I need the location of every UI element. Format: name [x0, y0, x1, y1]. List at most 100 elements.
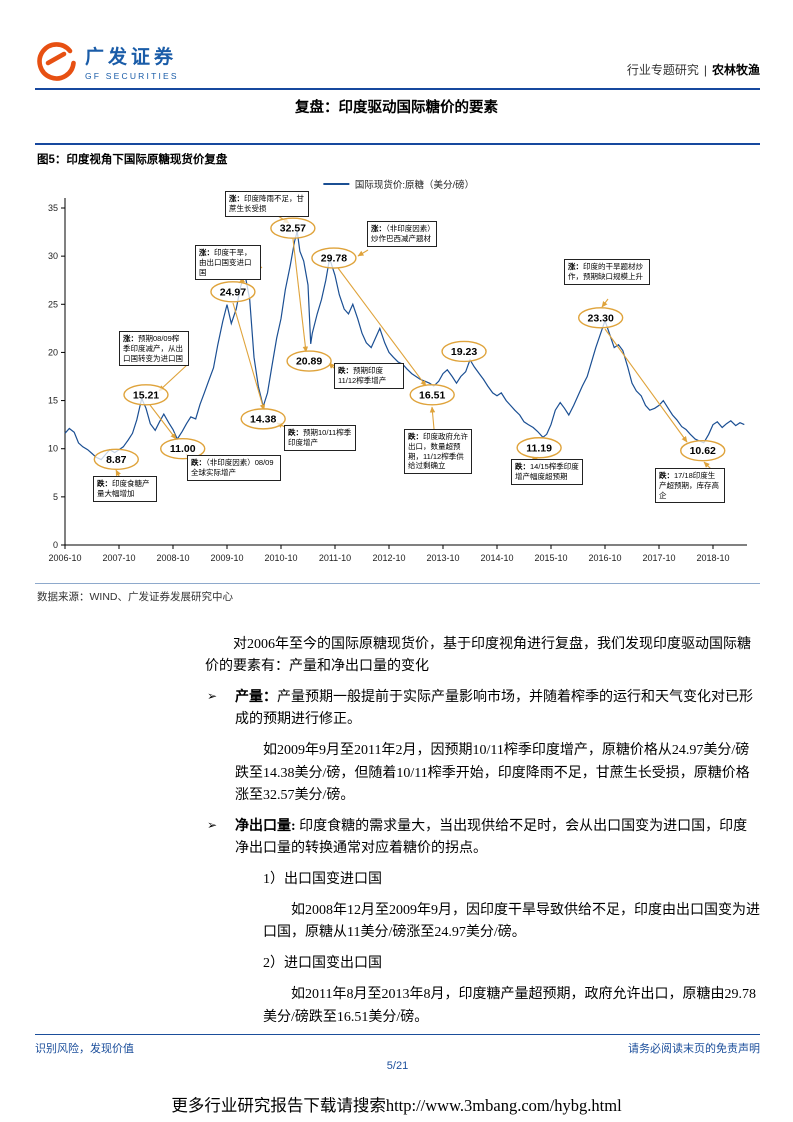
case-1-detail: 如2008年12月至2009年9月，因印度干旱导致供给不足，印度由出口国变为进口…: [263, 903, 760, 941]
download-promo-text: 更多行业研究报告下载请搜索http://www.3mbang.com/hybg.…: [171, 1096, 622, 1115]
svg-text:32.57: 32.57: [280, 223, 306, 235]
brand-name: 广发证券: [85, 46, 178, 68]
svg-text:15: 15: [48, 396, 58, 406]
figure-source: 数据来源：WIND、广发证券发展研究中心: [35, 583, 760, 604]
value-callout: 11.00: [160, 438, 206, 460]
footer-right: 请务必阅读末页的免责声明: [628, 1043, 760, 1055]
svg-text:20: 20: [48, 347, 58, 357]
bullet-lead: 净出口量:: [235, 818, 296, 834]
value-callout: 29.78: [311, 247, 357, 269]
svg-text:10: 10: [48, 444, 58, 454]
svg-text:2018-10: 2018-10: [696, 553, 729, 563]
page-footer: 识别风险，发现价值 请务必阅读末页的免责声明 5/21: [35, 1034, 760, 1072]
svg-text:14.38: 14.38: [250, 413, 276, 425]
brand-name-en: GF SECURITIES: [85, 70, 179, 81]
legend-line-sample: [322, 183, 349, 185]
chart-note: 跌：预期印度11/12榨季增产: [334, 363, 404, 389]
bullet-marker: ➢: [207, 689, 218, 704]
page-title: 复盘：印度驱动国际糖价的要素: [295, 100, 498, 116]
page-number: 5/21: [386, 1060, 409, 1072]
case-1-label: 出口国变进口国: [284, 871, 382, 887]
svg-text:2011-10: 2011-10: [319, 553, 351, 563]
figure-block: 图5：印度视角下国际原糖现货价复盘 0 5 10 15 20 25 30 35 2006-10 2…: [35, 143, 760, 604]
svg-text:8.87: 8.87: [106, 454, 127, 466]
value-callout: 32.57: [270, 217, 316, 239]
bullet-net-export: ➢ 净出口量: 印度食糖的需求量大，当出现供给不足时，会从出口国变为进口国，印度…: [205, 816, 760, 860]
svg-text:5: 5: [53, 492, 58, 502]
header-rule: [35, 88, 760, 90]
svg-text:2009-10: 2009-10: [210, 553, 243, 563]
bullet-production: ➢ 产量：产量预期一般提前于实际产量影响市场，并随着榨季的运行和天气变化对已形成…: [205, 687, 760, 731]
svg-text:0: 0: [53, 540, 58, 550]
svg-text:19.23: 19.23: [451, 346, 477, 358]
svg-text:2010-10: 2010-10: [264, 553, 297, 563]
footer-left: 识别风险，发现价值: [35, 1043, 134, 1055]
svg-text:29.78: 29.78: [321, 253, 347, 265]
value-callout: 24.97: [210, 281, 256, 303]
svg-text:2006-10: 2006-10: [48, 553, 81, 563]
svg-text:2013-10: 2013-10: [426, 553, 459, 563]
svg-text:2012-10: 2012-10: [372, 553, 405, 563]
chart-note: 涨：印度降雨不足，甘蔗生长受损: [225, 191, 309, 217]
svg-text:25: 25: [48, 299, 58, 309]
chart-note: 涨：印度的干旱题材炒作，预期缺口规模上升: [564, 259, 650, 285]
svg-text:20.89: 20.89: [296, 356, 322, 368]
svg-text:15.21: 15.21: [133, 389, 159, 401]
svg-text:2015-10: 2015-10: [534, 553, 567, 563]
svg-text:2008-10: 2008-10: [156, 553, 189, 563]
svg-text:35: 35: [48, 203, 58, 213]
svg-text:30: 30: [48, 251, 58, 261]
bullet-marker: ➢: [207, 817, 218, 832]
value-callout: 16.51: [409, 384, 455, 406]
header-separator: |: [703, 63, 707, 77]
body-intro: 对2006年至今的国际原糖现货价，基于印度视角进行复盘，我们发现印度驱动国际糖价…: [205, 637, 751, 675]
case-2-title: 2）进口国变出口国: [263, 953, 760, 975]
svg-text:10.62: 10.62: [690, 445, 716, 457]
sugar-price-chart: 0 5 10 15 20 25 30 35 2006-10 2007-10 2008-10 2009-…: [35, 171, 762, 571]
chart-note: 跌：（非印度因素）08/09全球实际增产: [187, 455, 281, 481]
svg-text:24.97: 24.97: [220, 286, 246, 298]
case-1-title: 1）出口国变进口国: [263, 869, 760, 891]
brand-logo: 广发证券 GF SECURITIES: [35, 40, 179, 82]
value-callout: 11.19: [516, 437, 562, 459]
chart-note: 跌：预期10/11榨季印度增产: [284, 425, 356, 451]
case-2-detail: 如2011年8月至2013年8月，印度糖产量超预期，政府允许出口，原糖由29.7…: [263, 987, 756, 1025]
case-1-no: 1）: [263, 871, 284, 887]
svg-text:16.51: 16.51: [419, 389, 445, 401]
svg-text:11.19: 11.19: [526, 442, 552, 454]
chart-note: 跌：14/15榨季印度增产幅度超预期: [511, 459, 583, 485]
figure-caption: 图5：印度视角下国际原糖现货价复盘: [35, 143, 760, 171]
svg-text:2017-10: 2017-10: [642, 553, 675, 563]
svg-text:2007-10: 2007-10: [102, 553, 135, 563]
chart-note: 涨：预期08/09榨季印度减产，从出口国转变为进口国: [119, 331, 189, 367]
chart-note: 涨：印度干旱，由出口国变进口国: [195, 245, 261, 281]
value-callout: 15.21: [123, 384, 169, 406]
chart-legend: 国际现货价:原糖（美分/磅）: [322, 177, 475, 191]
value-callout: 23.30: [577, 307, 624, 329]
case-2-label: 进口国变出口国: [284, 956, 382, 972]
svg-text:2016-10: 2016-10: [588, 553, 621, 563]
bullet-text: 印度食糖的需求量大，当出现供给不足时，会从出口国变为进口国，印度净出口量的转换通…: [235, 818, 748, 856]
chart-note: 涨：（非印度因素）炒作巴西减产题材: [367, 221, 437, 247]
chart-note: 跌：17/18印度生产超预期，库存高企: [655, 468, 725, 504]
case-2-no: 2）: [263, 956, 284, 972]
svg-text:11.00: 11.00: [170, 443, 196, 455]
svg-text:23.30: 23.30: [588, 312, 614, 324]
value-callout: 10.62: [680, 439, 726, 462]
industry-label: 农林牧渔: [711, 63, 760, 77]
value-callout: 19.23: [441, 340, 487, 363]
header-meta: 行业专题研究 | 农林牧渔: [627, 61, 760, 82]
production-detail: 如2009年9月至2011年2月，因预期10/11榨季印度增产，原糖价格从24.…: [235, 743, 750, 803]
svg-text:2014-10: 2014-10: [480, 553, 513, 563]
body-text: 对2006年至今的国际原糖现货价，基于印度视角进行复盘，我们发现印度驱动国际糖价…: [205, 634, 760, 1029]
report-header: 广发证券 GF SECURITIES 行业专题研究 | 农林牧渔: [0, 0, 793, 88]
legend-label: 国际现货价:原糖（美分/磅）: [354, 180, 475, 191]
value-callout: 20.89: [286, 350, 332, 372]
doc-type-label: 行业专题研究: [626, 63, 699, 77]
value-callout: 8.87: [93, 448, 140, 471]
gf-logo-icon: [37, 42, 76, 81]
value-callout: 14.38: [240, 408, 286, 430]
bullet-text: 产量预期一般提前于实际产量影响市场，并随着榨季的运行和天气变化对已形成的预期进行…: [235, 690, 753, 728]
bullet-lead: 产量：: [235, 690, 277, 706]
